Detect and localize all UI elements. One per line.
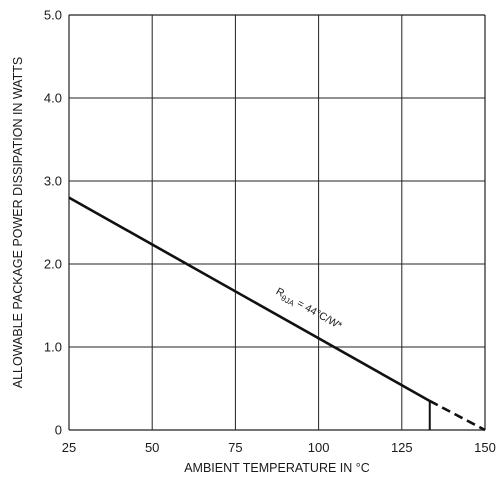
- derating-line: [68, 196, 431, 403]
- x-tick-label: 100: [308, 440, 330, 455]
- x-tick-label: 125: [391, 440, 413, 455]
- y-tick-label: 4.0: [44, 91, 62, 106]
- thermal-resistance-annotation: RθJA = 44°C/W*: [273, 286, 344, 334]
- y-tick-label: 5.0: [44, 8, 62, 23]
- x-tick-label: 75: [228, 440, 242, 455]
- y-tick-labels: 0 1.0 2.0 3.0 4.0 5.0: [44, 8, 62, 438]
- y-axis-label: ALLOWABLE PACKAGE POWER DISSIPATION IN W…: [11, 57, 25, 389]
- x-axis-label: AMBIENT TEMPERATURE IN °C: [184, 461, 370, 475]
- y-tick-label: 3.0: [44, 174, 62, 189]
- x-tick-labels: 25 50 75 100 125 150: [62, 440, 496, 455]
- y-tick-label: 1.0: [44, 340, 62, 355]
- x-tick-label: 50: [145, 440, 159, 455]
- grid: [68, 14, 486, 431]
- x-tick-label: 25: [62, 440, 76, 455]
- x-tick-label: 150: [474, 440, 496, 455]
- series: [68, 196, 486, 432]
- y-tick-label: 2.0: [44, 257, 62, 272]
- y-tick-label: 0: [55, 423, 62, 438]
- derating-line-dashed: [429, 399, 486, 432]
